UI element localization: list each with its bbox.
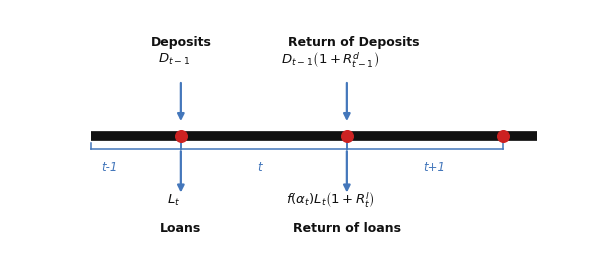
Text: Loans: Loans [160,222,201,235]
Text: Return of Deposits: Return of Deposits [288,37,420,49]
Text: $D_{t-1}\left(1+R_{t-1}^{d}\right)$: $D_{t-1}\left(1+R_{t-1}^{d}\right)$ [281,50,379,70]
Text: Return of loans: Return of loans [293,222,401,235]
Text: Deposits: Deposits [151,37,211,49]
Text: $D_{t-1}$: $D_{t-1}$ [158,52,190,68]
Point [342,134,352,138]
Text: $L_{t}$: $L_{t}$ [167,193,181,208]
Text: t: t [257,161,261,174]
Text: t+1: t+1 [424,161,446,174]
Text: t-1: t-1 [102,161,118,174]
Point [499,134,509,138]
Text: $f(\alpha_{t})L_{t}\left(1+R_{t}^{l}\right)$: $f(\alpha_{t})L_{t}\left(1+R_{t}^{l}\rig… [286,191,375,210]
Point [176,134,186,138]
